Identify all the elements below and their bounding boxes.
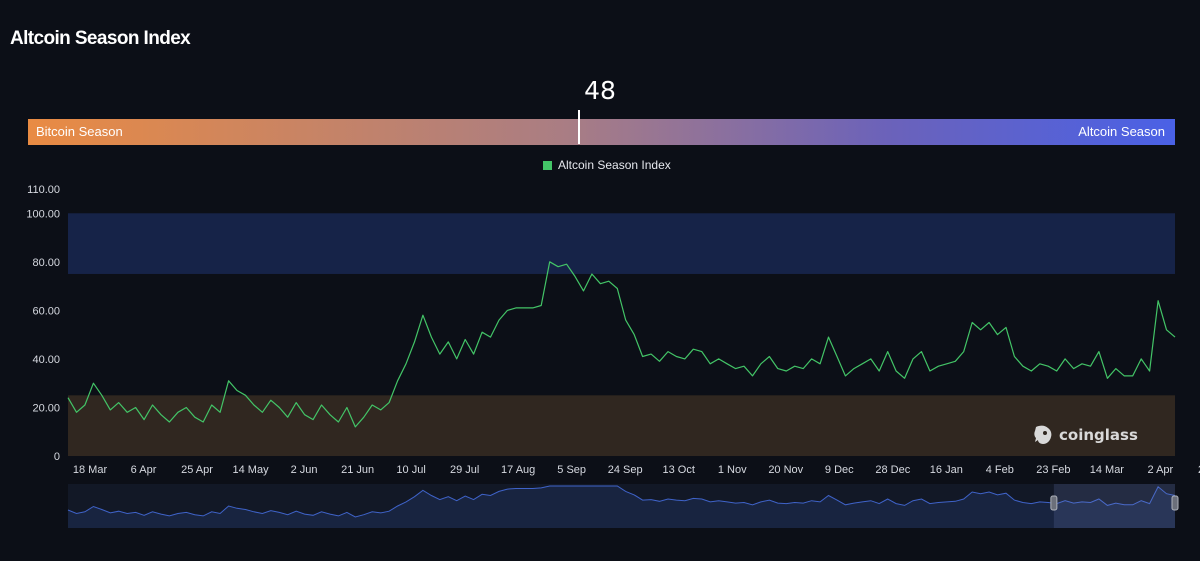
x-tick-label: 17 Aug [501, 464, 535, 476]
x-tick-label: 20 Nov [768, 464, 803, 476]
navigator-selection[interactable] [1053, 484, 1175, 528]
altcoin-season-zone [68, 213, 1175, 274]
x-tick-label: 6 Apr [131, 464, 157, 476]
y-tick-label: 20.00 [32, 402, 60, 414]
coinglass-logo-icon [1034, 425, 1052, 444]
navigator-handle-left[interactable] [1050, 495, 1058, 511]
gauge-value: 48 [584, 76, 616, 105]
navigator-area [68, 486, 1175, 528]
legend-label: Altcoin Season Index [558, 158, 671, 172]
x-tick-label: 23 Feb [1036, 464, 1070, 476]
x-tick-label: 18 Mar [73, 464, 108, 476]
x-tick-label: 14 May [233, 464, 270, 476]
x-tick-label: 21 Apr [1198, 464, 1200, 476]
brand-name: coinglass [1059, 426, 1138, 444]
bitcoin-season-label: Bitcoin Season [36, 124, 123, 139]
page-title: Altcoin Season Index [10, 28, 191, 49]
x-tick-label: 28 Dec [875, 464, 910, 476]
x-tick-label: 1 Nov [718, 464, 747, 476]
x-tick-label: 16 Jan [930, 464, 963, 476]
x-tick-label: 24 Sep [608, 464, 643, 476]
x-tick-label: 13 Oct [663, 464, 695, 476]
y-tick-label: 0 [54, 451, 60, 463]
x-tick-label: 29 Jul [450, 464, 479, 476]
bitcoin-season-zone [68, 395, 1175, 456]
x-tick-label: 2 Jun [291, 464, 318, 476]
legend-swatch [543, 160, 552, 170]
x-tick-label: 2 Apr [1148, 464, 1174, 476]
navigator-handle-right[interactable] [1171, 495, 1179, 511]
y-tick-label: 40.00 [32, 354, 60, 366]
x-tick-label: 9 Dec [825, 464, 854, 476]
chart-legend[interactable]: Altcoin Season Index [543, 158, 671, 172]
y-tick-label: 80.00 [32, 257, 60, 269]
altcoin-season-label: Altcoin Season [1078, 124, 1165, 139]
y-tick-label: 60.00 [32, 305, 60, 317]
x-tick-label: 10 Jul [396, 464, 425, 476]
x-tick-label: 5 Sep [557, 464, 586, 476]
series-line-altcoin-season-index [67, 261, 1176, 428]
navigator-line [67, 485, 1176, 518]
x-tick-label: 14 Mar [1090, 464, 1125, 476]
x-tick-label: 4 Feb [986, 464, 1014, 476]
x-tick-label: 25 Apr [181, 464, 213, 476]
x-tick-label: 21 Jun [341, 464, 374, 476]
y-tick-label: 110.00 [27, 184, 60, 196]
gauge-marker [577, 110, 580, 144]
y-tick-label: 100.00 [26, 208, 60, 220]
coinglass-watermark: coinglass [1032, 424, 1138, 446]
season-gauge-bar: Bitcoin Season Altcoin Season [28, 110, 1175, 145]
